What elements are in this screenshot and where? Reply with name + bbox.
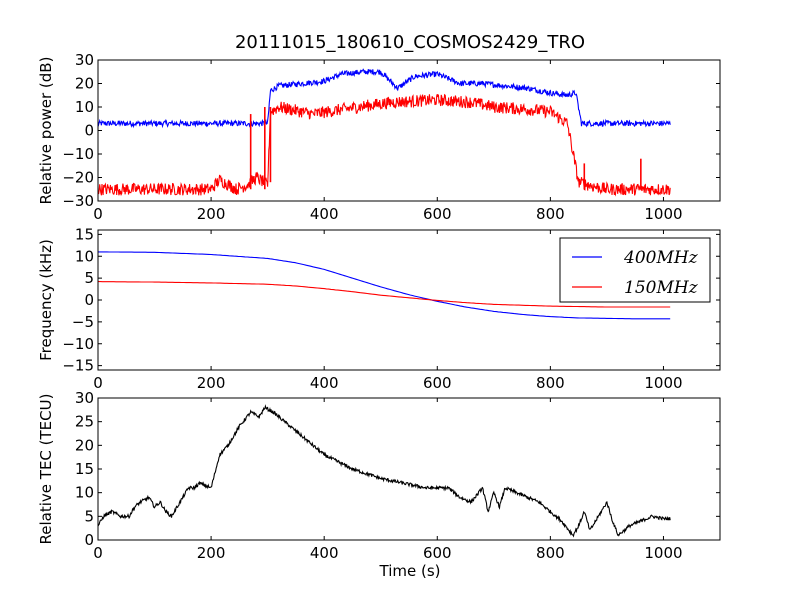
- legend-label-150mhz: 150MHz: [624, 278, 699, 298]
- tec-y-axis-label: Relative TEC (TECU): [37, 394, 55, 545]
- power-x-tick-label: 200: [197, 205, 226, 223]
- frequency-y-tick-label: 0: [84, 291, 94, 309]
- power-y-tick-label: 30: [75, 51, 94, 69]
- frequency-y-tick-label: 10: [75, 247, 94, 265]
- x-axis-label: Time (s): [379, 562, 441, 580]
- power-x-tick-label: 0: [93, 205, 103, 223]
- tec-x-tick-label: 0: [93, 544, 103, 562]
- power-series-line-1: [98, 93, 671, 197]
- tec-x-tick-label: 600: [423, 544, 452, 562]
- frequency-y-tick-label: −5: [72, 313, 94, 331]
- tec-y-tick-label: 30: [75, 389, 94, 407]
- frequency-series-line-150mhz: [98, 281, 671, 308]
- frequency-x-tick-label: 0: [93, 374, 103, 392]
- tec-y-tick-label: 20: [75, 436, 94, 454]
- frequency-y-tick-label: −15: [62, 357, 94, 375]
- frequency-x-tick-label: 600: [423, 374, 452, 392]
- frequency-y-tick-label: 5: [84, 269, 94, 287]
- frequency-panel: 0 200 400 600 800 1000 −15 −10 −5 0 5 10 15 Frequency…: [37, 225, 721, 392]
- tec-y-tick-label: 15: [75, 460, 94, 478]
- power-y-tick-label: 0: [84, 122, 94, 140]
- tec-series-line-0: [98, 404, 671, 538]
- frequency-x-tick-label: 200: [197, 374, 226, 392]
- tec-x-tick-label: 800: [536, 544, 565, 562]
- tec-panel: 0 200 400 600 800 1000 0 5 10 15 20 25 30 Relative TE…: [37, 389, 721, 562]
- power-y-tick-label: −20: [62, 169, 94, 187]
- power-y-tick-label: 20: [75, 75, 94, 93]
- power-x-tick-label: 800: [536, 205, 565, 223]
- frequency-legend: 400MHz 150MHz: [559, 237, 711, 303]
- power-x-tick-label: 400: [310, 205, 339, 223]
- frequency-plot-area: [98, 251, 671, 320]
- frequency-y-tick-label: −10: [62, 335, 94, 353]
- frequency-x-tick-label: 1000: [644, 374, 682, 392]
- legend-label-400mhz: 400MHz: [623, 248, 699, 268]
- tec-y-tick-label: 25: [75, 413, 94, 431]
- chart-title: 20111015_180610_COSMOS2429_TRO: [235, 32, 585, 53]
- tec-x-tick-label: 400: [310, 544, 339, 562]
- tec-y-tick-label: 10: [75, 484, 94, 502]
- power-y-axis-label: Relative power (dB): [37, 57, 55, 205]
- frequency-series-line-400mhz: [98, 251, 671, 320]
- power-plot-area: [98, 68, 671, 197]
- legend-box: [559, 237, 711, 303]
- power-y-tick-label: −10: [62, 145, 94, 163]
- frequency-y-tick-label: 15: [75, 225, 94, 243]
- power-series-line-0: [98, 68, 671, 129]
- tec-y-tick-label: 5: [84, 507, 94, 525]
- tec-plot-area: [98, 404, 671, 538]
- power-x-tick-label: 600: [423, 205, 452, 223]
- power-y-tick-label: 10: [75, 98, 94, 116]
- tec-x-tick-label: 1000: [644, 544, 682, 562]
- tec-y-tick-label: 0: [84, 531, 94, 549]
- tec-x-tick-label: 200: [197, 544, 226, 562]
- frequency-x-tick-label: 800: [536, 374, 565, 392]
- power-y-tick-label: −30: [62, 192, 94, 210]
- power-panel: 0 200 400 600 800 1000 −30 −20 −10 0 10 20 30 Relativ…: [37, 51, 721, 223]
- frequency-y-axis-label: Frequency (kHz): [37, 239, 55, 361]
- frequency-x-tick-label: 400: [310, 374, 339, 392]
- power-x-tick-label: 1000: [644, 205, 682, 223]
